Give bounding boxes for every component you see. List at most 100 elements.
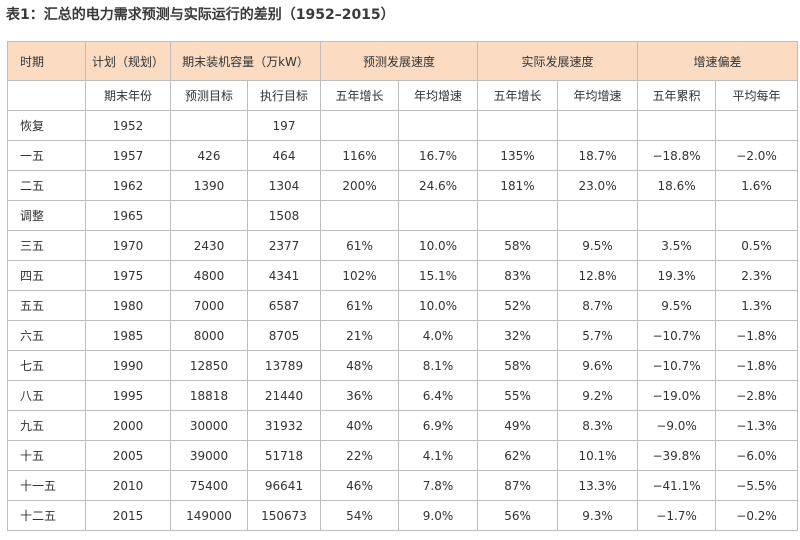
cell: 102% [320,260,400,291]
cell: 61% [320,290,400,321]
cell: 9.5% [637,290,717,321]
cell: −6.0% [715,440,799,471]
cell: 48% [320,350,400,381]
cell: 40% [320,410,400,441]
cell: 6.4% [398,380,479,411]
cell: −1.8% [715,350,799,381]
cell: 8.7% [557,290,639,321]
cell: 46% [320,470,400,501]
subheader-cell: 五年增长 [477,80,559,111]
cell: 16.7% [398,140,479,171]
header-cell: 增速偏差 [637,41,799,81]
subheader-cell: 年均增速 [557,80,639,111]
cell: 二五 [7,170,86,201]
cell: 1975 [85,260,171,291]
cell: −1.8% [715,320,799,351]
cell: 四五 [7,260,86,291]
cell: 200% [320,170,400,201]
cell: −1.7% [637,500,717,531]
cell: 21440 [246,380,322,411]
cell: −9.0% [637,410,717,441]
cell: 七五 [7,350,86,381]
cell: 31932 [246,410,322,441]
cell: 21% [320,320,400,351]
cell: 52% [477,290,559,321]
subheader-cell: 期末年份 [85,80,171,111]
cell [715,200,799,231]
header-cell: 预测发展速度 [320,41,479,81]
cell: 24.6% [398,170,479,201]
cell: 1965 [85,200,171,231]
cell: 1304 [246,170,322,201]
cell: 9.2% [557,380,639,411]
data-row: 恢复 1952 197 [7,110,799,141]
cell: 7000 [170,290,248,321]
cell: 18818 [170,380,248,411]
data-row: 调整 1965 1508 [7,200,799,231]
cell: 9.3% [557,500,639,531]
cell: 3.5% [637,230,717,261]
cell: 1952 [85,110,171,141]
cell: 62% [477,440,559,471]
cell: 12850 [170,350,248,381]
data-row: 十五 2005 39000 51718 22% 4.1% 62% 10.1% −39.8% −6.… [7,440,799,471]
cell: 30000 [170,410,248,441]
cell: 9.6% [557,350,639,381]
cell [715,110,799,141]
cell [637,200,717,231]
cell: 96641 [246,470,322,501]
cell: 2015 [85,500,171,531]
subheader-row: 期末年份 预测目标 执行目标 五年增长 年均增速 五年增长 年均增速 五年累积 平均每年 [7,80,799,111]
cell: 197 [246,110,322,141]
cell: 2005 [85,440,171,471]
subheader-cell: 五年增长 [320,80,400,111]
cell: 7.8% [398,470,479,501]
cell: −10.7% [637,320,717,351]
cell: 22% [320,440,400,471]
data-row: 七五 1990 12850 13789 48% 8.1% 58% 9.6% −10.7% −1.8… [7,350,799,381]
cell: 61% [320,230,400,261]
cell: 54% [320,500,400,531]
cell: 56% [477,500,559,531]
cell: 464 [246,140,322,171]
cell: 150673 [246,500,322,531]
cell: 1970 [85,230,171,261]
cell: −1.3% [715,410,799,441]
data-row: 四五 1975 4800 4341 102% 15.1% 83% 12.8% 19.3% 2.3% [7,260,799,291]
cell: −41.1% [637,470,717,501]
header-cell: 实际发展速度 [477,41,639,81]
cell: 49% [477,410,559,441]
cell: 10.0% [398,290,479,321]
header-row: 时期 计划（规划） 期末装机容量（万kW） 预测发展速度 实际发展速度 增速偏差 [7,41,799,81]
cell: 181% [477,170,559,201]
cell: 1957 [85,140,171,171]
cell: 8.3% [557,410,639,441]
cell: 55% [477,380,559,411]
data-row: 十二五 2015 149000 150673 54% 9.0% 56% 9.3% −1.7% −0… [7,500,799,531]
subheader-cell: 五年累积 [637,80,717,111]
cell: 5.7% [557,320,639,351]
cell [398,200,479,231]
cell: 18.6% [637,170,717,201]
cell [477,110,559,141]
cell: 13.3% [557,470,639,501]
cell: 2010 [85,470,171,501]
cell: −39.8% [637,440,717,471]
cell: 恢复 [7,110,86,141]
cell: 1.3% [715,290,799,321]
cell: 18.7% [557,140,639,171]
cell: 426 [170,140,248,171]
cell: 23.0% [557,170,639,201]
cell: 1962 [85,170,171,201]
cell: 12.8% [557,260,639,291]
cell: 58% [477,230,559,261]
cell: 8705 [246,320,322,351]
cell: 8000 [170,320,248,351]
subheader-cell: 平均每年 [715,80,799,111]
cell: 十五 [7,440,86,471]
subheader-cell: 执行目标 [246,80,322,111]
cell: 六五 [7,320,86,351]
cell: 9.5% [557,230,639,261]
cell: 1508 [246,200,322,231]
header-cell: 计划（规划） [85,41,171,81]
